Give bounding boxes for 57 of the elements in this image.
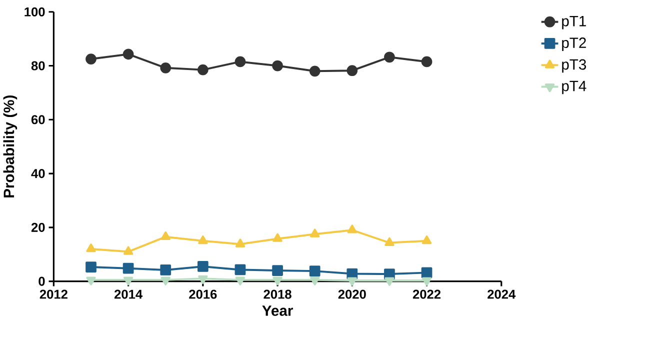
x-tick-label: 2024 [488, 290, 516, 299]
point [347, 277, 357, 286]
point [422, 277, 432, 286]
x-tick-label: 2016 [189, 290, 217, 299]
legend-label: pT3 [562, 59, 586, 73]
point [272, 276, 282, 286]
x-axis-title: Year [262, 306, 293, 316]
point [197, 64, 208, 76]
y-tick-label: 100 [24, 8, 45, 17]
y-tick-label: 40 [31, 169, 45, 178]
point [347, 224, 357, 234]
y-axis-title: Probability (%) [3, 96, 18, 198]
point [384, 277, 394, 286]
point [235, 238, 246, 248]
point [272, 60, 283, 72]
point [234, 264, 246, 276]
point [86, 262, 96, 273]
point [310, 276, 320, 286]
point [122, 263, 134, 274]
legend-label: pT1 [562, 16, 586, 30]
point [123, 276, 134, 286]
point [309, 66, 320, 77]
point [234, 56, 246, 68]
point [86, 276, 96, 286]
legend-label: pT2 [562, 38, 586, 52]
point [160, 62, 172, 74]
point [235, 276, 246, 286]
point [160, 232, 170, 240]
point [421, 267, 432, 278]
y-tick-label: 20 [31, 223, 45, 232]
point [86, 244, 96, 252]
point [272, 265, 283, 276]
y-tick-label: 0 [38, 276, 45, 286]
point [421, 56, 432, 68]
y-tick-label: 60 [31, 115, 45, 124]
point [310, 228, 320, 238]
point [160, 276, 170, 286]
point [197, 261, 208, 272]
y-tick-label: 80 [31, 61, 45, 70]
point [122, 48, 134, 60]
point [422, 236, 432, 244]
point [346, 65, 358, 76]
point [160, 264, 172, 276]
x-tick-label: 2014 [114, 290, 143, 299]
point [123, 246, 134, 256]
point [198, 276, 208, 284]
point [384, 52, 395, 63]
x-tick-label: 2012 [40, 290, 68, 299]
point [384, 238, 394, 246]
point [272, 233, 282, 242]
x-tick-label: 2020 [338, 290, 366, 299]
legend-label: pT4 [562, 81, 586, 94]
x-tick-label: 2022 [412, 290, 441, 299]
point [198, 236, 208, 244]
point [309, 266, 320, 277]
point [86, 54, 96, 65]
x-tick-label: 2018 [264, 290, 292, 299]
